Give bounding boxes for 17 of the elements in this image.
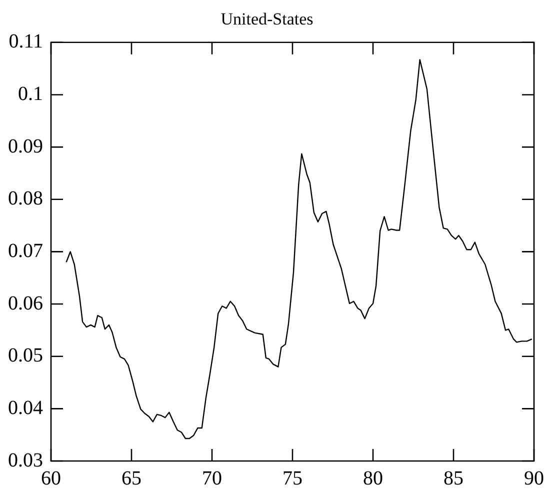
x-tick-label: 80 <box>363 467 383 490</box>
x-tick-label: 60 <box>41 467 61 490</box>
y-tick-label: 0.05 <box>8 344 43 367</box>
y-tick-label: 0.04 <box>8 396 43 419</box>
x-tick-label: 70 <box>202 467 222 490</box>
y-tick-label: 0.11 <box>8 30 43 53</box>
y-tick-label: 0.1 <box>18 82 43 105</box>
y-tick-label: 0.07 <box>8 240 43 262</box>
chart-title: United-States <box>220 10 314 29</box>
y-tick-label: 0.08 <box>8 188 43 210</box>
x-tick-label: 65 <box>122 467 142 490</box>
x-tick-label: 75 <box>282 467 302 490</box>
x-tick-label: 85 <box>444 467 464 490</box>
y-tick-label: 0.09 <box>8 135 43 158</box>
y-tick-label: 0.06 <box>8 292 43 314</box>
y-tick-label: 0.03 <box>8 449 43 472</box>
x-tick-label: 90 <box>524 467 544 490</box>
